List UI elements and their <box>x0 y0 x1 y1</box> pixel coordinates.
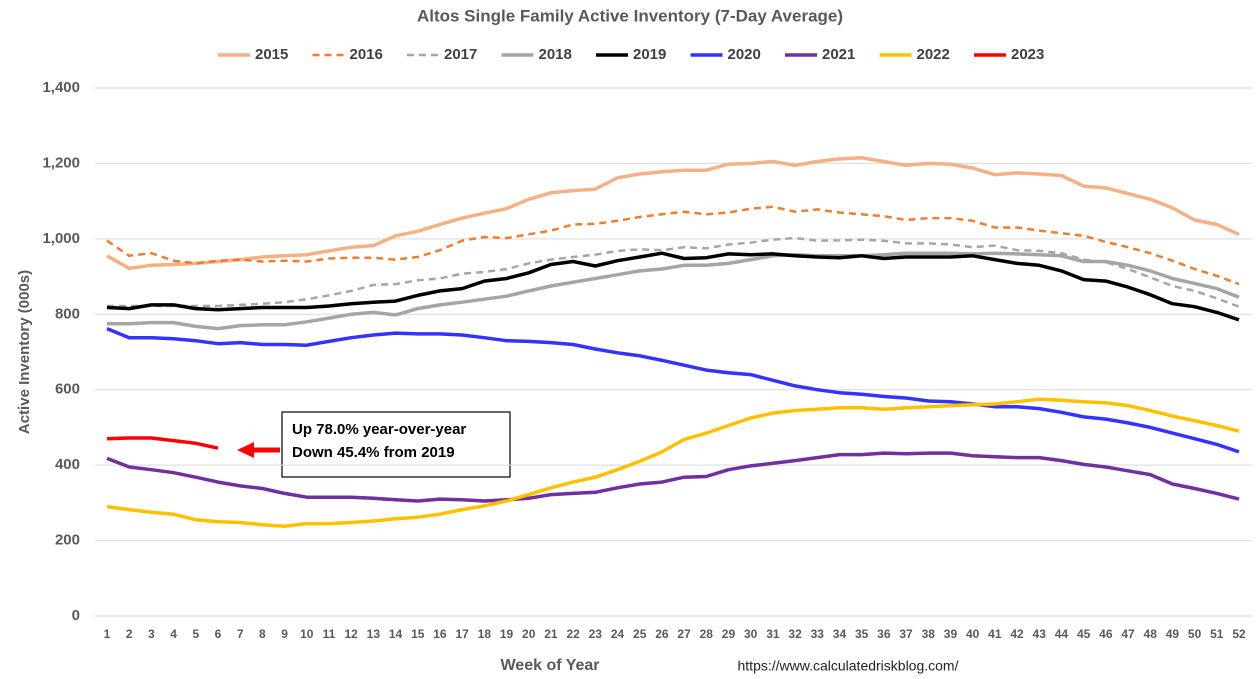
legend-label: 2022 <box>917 46 950 63</box>
annotation: Down 45.4% from 2019 <box>292 444 455 461</box>
x-tick-label: 2 <box>126 627 133 641</box>
x-tick-label: 24 <box>611 627 625 641</box>
y-tick-label: 1,400 <box>42 79 80 96</box>
arrow-head <box>237 442 254 458</box>
x-tick-label: 10 <box>300 627 314 641</box>
x-tick-label: 9 <box>281 627 288 641</box>
x-tick-label: 11 <box>323 627 336 641</box>
legend-label: 2020 <box>728 46 761 63</box>
x-tick-label: 18 <box>478 627 492 641</box>
x-tick-label: 15 <box>411 627 425 641</box>
x-tick-label: 48 <box>1144 627 1158 641</box>
x-tick-label: 32 <box>788 627 802 641</box>
x-tick-label: 41 <box>988 627 1002 641</box>
x-tick-label: 30 <box>744 627 758 641</box>
x-tick-label: 19 <box>500 627 514 641</box>
x-tick-label: 42 <box>1010 627 1024 641</box>
chart-title: Altos Single Family Active Inventory (7-… <box>417 6 843 25</box>
x-tick-label: 16 <box>433 627 447 641</box>
series-line <box>107 251 1240 331</box>
y-tick-label: 1,000 <box>42 230 80 247</box>
x-tick-label: 8 <box>259 627 266 641</box>
x-tick-label: 13 <box>367 627 381 641</box>
source: https://www.calculatedriskblog.com/ <box>738 658 959 674</box>
x-tick-label: 31 <box>766 627 780 641</box>
x-tick-label: 4 <box>170 627 177 641</box>
x-tick-label: 43 <box>1033 627 1047 641</box>
x-tick-label: 20 <box>522 627 536 641</box>
x-tick-label: 37 <box>899 627 913 641</box>
x-tick-label: 22 <box>566 627 580 641</box>
legend-label: 2018 <box>539 46 572 63</box>
x-tick-label: 6 <box>215 627 222 641</box>
series-line <box>106 326 1240 454</box>
y-tick-label: 200 <box>55 532 80 549</box>
annotation: Up 78.0% year-over-year <box>292 421 466 438</box>
y-tick-label: 1,200 <box>42 154 80 171</box>
y-tick-label: 800 <box>55 305 80 322</box>
series-line <box>107 236 1240 308</box>
x-tick-label: 52 <box>1232 627 1246 641</box>
x-axis-label: Week of Year <box>500 657 599 674</box>
x-tick-label: 50 <box>1188 627 1202 641</box>
x-tick-label: 47 <box>1121 627 1135 641</box>
x-tick-label: 38 <box>922 627 936 641</box>
x-tick-label: 17 <box>455 627 469 641</box>
series-line <box>106 436 219 450</box>
series-line <box>106 451 1240 503</box>
legend-label: 2016 <box>350 46 383 63</box>
series-line <box>106 397 1240 528</box>
annotation-box <box>281 411 511 478</box>
x-tick-label: 35 <box>855 627 869 641</box>
series-line <box>106 156 1240 271</box>
series-line <box>106 205 1240 286</box>
x-tick-label: 5 <box>192 627 199 641</box>
x-tick-label: 25 <box>633 627 647 641</box>
x-tick-label: 44 <box>1055 627 1069 641</box>
x-tick-label: 29 <box>722 627 736 641</box>
x-tick-label: 27 <box>677 627 691 641</box>
legend-label: 2021 <box>822 46 855 63</box>
x-tick-label: 3 <box>148 627 155 641</box>
x-tick-label: 7 <box>237 627 244 641</box>
x-tick-label: 33 <box>811 627 825 641</box>
x-tick-label: 49 <box>1166 627 1180 641</box>
y-tick-label: 0 <box>72 607 80 624</box>
x-tick-label: 36 <box>877 627 891 641</box>
x-tick-label: 45 <box>1077 627 1091 641</box>
x-tick-label: 26 <box>655 627 669 641</box>
x-tick-label: 46 <box>1099 627 1113 641</box>
legend-label: 2015 <box>255 46 288 63</box>
x-tick-label: 12 <box>344 627 358 641</box>
x-tick-label: 34 <box>833 627 847 641</box>
x-tick-label: 39 <box>944 627 958 641</box>
legend-label: 2019 <box>633 46 666 63</box>
x-tick-label: 23 <box>589 627 603 641</box>
legend-label: 2017 <box>444 46 477 63</box>
x-tick-label: 51 <box>1210 627 1224 641</box>
y-tick-label: 400 <box>55 456 80 473</box>
y-tick-label: 600 <box>55 381 80 398</box>
x-tick-label: 40 <box>966 627 980 641</box>
series-line <box>106 251 1240 322</box>
y-axis-label: Active Inventory (000s) <box>16 270 33 434</box>
x-tick-label: 14 <box>389 627 403 641</box>
x-tick-label: 21 <box>544 627 558 641</box>
legend-label: 2023 <box>1011 46 1044 63</box>
x-tick-label: 1 <box>104 627 111 641</box>
x-tick-label: 28 <box>700 627 714 641</box>
